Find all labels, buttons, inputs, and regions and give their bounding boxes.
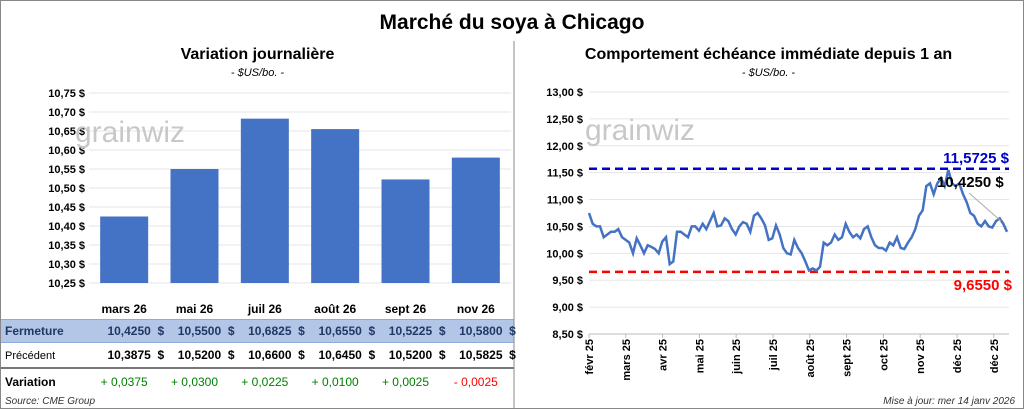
table-cell: 10,4250 $ bbox=[107, 324, 164, 338]
watermark-logo: grainwiz bbox=[75, 116, 186, 149]
bar bbox=[100, 216, 149, 283]
line-chart-title: Comportement échéance immédiate depuis 1… bbox=[584, 46, 953, 63]
x-tick-label: juil 26 bbox=[247, 302, 282, 316]
table-cell: 10,5800 $ bbox=[459, 324, 516, 338]
row-label: Précédent bbox=[5, 350, 55, 362]
price-line bbox=[587, 169, 1009, 273]
row-label: Variation bbox=[5, 375, 56, 389]
table-cell: + 0,0225 bbox=[241, 375, 288, 389]
page-title: Marché du soya à Chicago bbox=[379, 11, 645, 34]
y-tick-label: 10,60 $ bbox=[48, 145, 85, 157]
x-tick-label: août 26 bbox=[314, 302, 356, 316]
bar bbox=[311, 129, 360, 283]
bar bbox=[451, 157, 500, 283]
min-label: 9,6550 $ bbox=[954, 277, 1013, 294]
row-label: Fermeture bbox=[5, 324, 64, 338]
table-cell: 10,3875 $ bbox=[107, 348, 164, 362]
x-tick-label: déc 25 bbox=[952, 339, 964, 373]
watermark-logo: grainwiz bbox=[585, 114, 696, 147]
y-tick-label: 12,00 $ bbox=[546, 141, 583, 153]
x-tick-label: août 25 bbox=[805, 339, 817, 378]
table-cell: + 0,0100 bbox=[312, 375, 359, 389]
y-tick-label: 9,50 $ bbox=[552, 275, 583, 287]
last-label-leader bbox=[968, 192, 1002, 222]
x-tick-label: juil 25 bbox=[768, 339, 780, 371]
x-tick-label: mai 26 bbox=[176, 302, 214, 316]
x-tick-label: mars 26 bbox=[101, 302, 147, 316]
y-tick-label: 8,50 $ bbox=[552, 329, 583, 341]
y-tick-label: 10,50 $ bbox=[546, 221, 583, 233]
y-tick-label: 10,45 $ bbox=[48, 202, 85, 214]
bar bbox=[170, 169, 219, 283]
update-note: Mise à jour: mer 14 janv 2026 bbox=[883, 396, 1015, 407]
table-cell: 10,5225 $ bbox=[389, 324, 446, 338]
table-cell: 10,5825 $ bbox=[459, 348, 516, 362]
table-cell: 10,6825 $ bbox=[248, 324, 305, 338]
table-cell: 10,6450 $ bbox=[318, 348, 375, 362]
y-tick-label: 10,50 $ bbox=[48, 183, 85, 195]
max-label: 11,5725 $ bbox=[943, 150, 1010, 167]
y-tick-label: 11,00 $ bbox=[547, 195, 583, 207]
x-tick-label: nov 25 bbox=[915, 339, 927, 374]
x-tick-label: oct 25 bbox=[878, 339, 890, 371]
y-tick-label: 10,75 $ bbox=[48, 88, 85, 100]
table-cell: + 0,0300 bbox=[171, 375, 218, 389]
y-tick-label: 10,30 $ bbox=[48, 259, 85, 271]
bar-chart-title: Variation journalière bbox=[180, 46, 335, 63]
y-tick-label: 10,25 $ bbox=[48, 278, 85, 290]
y-tick-label: 9,00 $ bbox=[552, 302, 583, 314]
table-cell: 10,5500 $ bbox=[178, 324, 235, 338]
source-note: Source: CME Group bbox=[5, 396, 96, 407]
y-tick-label: 10,00 $ bbox=[546, 248, 583, 260]
x-tick-label: déc 25 bbox=[989, 339, 1001, 373]
x-tick-label: nov 26 bbox=[457, 302, 495, 316]
x-tick-label: mai 25 bbox=[694, 339, 706, 373]
y-tick-label: 10,55 $ bbox=[48, 164, 85, 176]
table-cell: + 0,0375 bbox=[101, 375, 148, 389]
x-tick-label: mars 25 bbox=[621, 339, 633, 381]
x-tick-label: avr 25 bbox=[658, 339, 670, 371]
table-cell: 10,5200 $ bbox=[178, 348, 235, 362]
table-cell: + 0,0025 bbox=[382, 375, 429, 389]
table-cell: 10,6550 $ bbox=[318, 324, 375, 338]
bar-chart-subtitle: - $US/bo. - bbox=[230, 67, 285, 79]
y-tick-label: 12,50 $ bbox=[546, 114, 583, 126]
x-tick-label: sept 25 bbox=[842, 339, 854, 377]
table-cell: 10,5200 $ bbox=[389, 348, 446, 362]
y-tick-label: 10,70 $ bbox=[48, 107, 85, 119]
table-cell: 10,6600 $ bbox=[248, 348, 305, 362]
last-price-label: 10,4250 $ bbox=[937, 174, 1004, 191]
divider bbox=[1, 367, 514, 369]
y-tick-label: 10,35 $ bbox=[48, 240, 85, 252]
y-tick-label: 11,50 $ bbox=[547, 168, 583, 180]
line-chart-subtitle: - $US/bo. - bbox=[741, 67, 796, 79]
x-tick-label: juin 25 bbox=[731, 339, 743, 375]
table-cell: - 0,0025 bbox=[454, 375, 498, 389]
bar bbox=[240, 118, 289, 284]
x-tick-label: sept 26 bbox=[385, 302, 427, 316]
y-tick-label: 10,40 $ bbox=[48, 221, 85, 233]
y-tick-label: 13,00 $ bbox=[546, 87, 583, 99]
x-tick-label: févr 25 bbox=[584, 339, 596, 374]
y-tick-label: 10,65 $ bbox=[48, 126, 85, 138]
bar bbox=[381, 179, 430, 283]
fermeture-row-bg bbox=[1, 319, 514, 343]
